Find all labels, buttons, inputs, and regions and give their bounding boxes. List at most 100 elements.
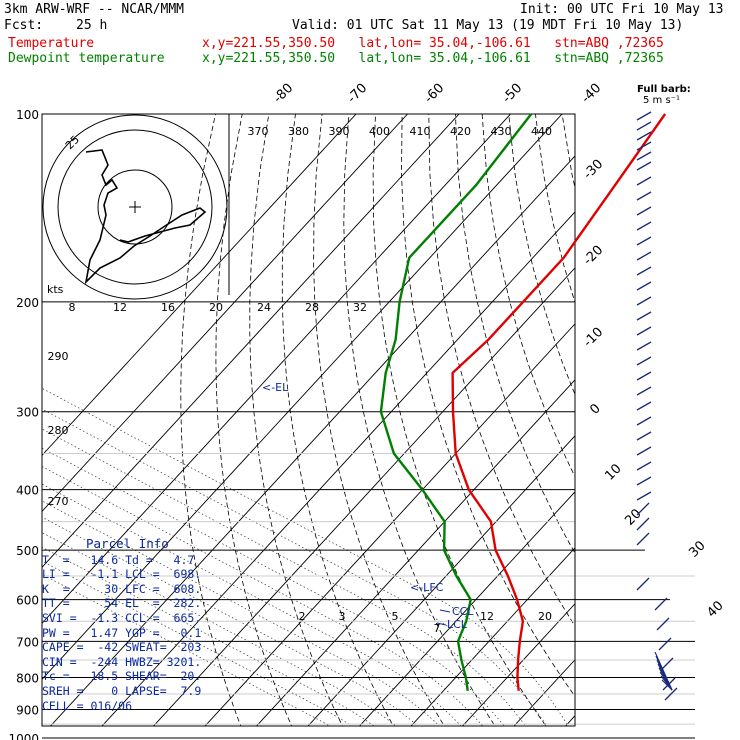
ccl-annotation: CCL: [452, 605, 474, 618]
theta-label: 380: [288, 125, 309, 138]
theta-label: 400: [369, 125, 390, 138]
parcel-info-row: SVI = -1.3 CCL = 665.: [42, 610, 202, 625]
dry-adiabat: [561, 114, 575, 190]
temperature-profile: [451, 113, 667, 691]
isotherm-line: [42, 114, 408, 513]
isotherm-label: -80: [271, 81, 297, 107]
isotherm-line: [461, 603, 575, 726]
wind-barb: [660, 657, 674, 671]
wind-barb: [636, 151, 652, 161]
lcl-annotation: LCL: [447, 618, 468, 631]
theta-label: 370: [248, 125, 269, 138]
wind-barb: [636, 446, 652, 456]
wind-barb: [636, 416, 652, 426]
isotherm-label: 40: [704, 598, 726, 620]
wind-barb: [654, 597, 668, 611]
hodograph-speed-label: 12: [113, 301, 127, 314]
wind-barb: [636, 191, 652, 201]
parcel-info-row: K = 30 LFC = 608.: [42, 581, 202, 596]
dry-adiabat: [535, 114, 575, 304]
lcl-marker: [436, 622, 447, 626]
isotherm-line: [594, 114, 740, 740]
wind-barb: [636, 476, 652, 486]
mixing-ratio-label: 20: [538, 610, 552, 623]
wind-barb: [636, 281, 652, 291]
dry-adiabat: [428, 114, 575, 627]
isotherm-label: -40: [579, 81, 605, 107]
wind-barb: [636, 356, 652, 366]
isotherm-line: [42, 114, 460, 569]
wind-barb: [636, 431, 652, 441]
ccl-marker: [439, 609, 451, 613]
wind-barb: [636, 236, 652, 246]
forecast-hours: 25 h: [76, 18, 108, 33]
hodograph-ring: [42, 114, 228, 300]
mixing-ratio-label: 7: [434, 622, 441, 635]
dry-adiabat: [281, 114, 394, 726]
hodograph-ring: [97, 169, 173, 245]
wind-barb: [636, 491, 652, 501]
pressure-tick-label: 1000: [8, 732, 39, 740]
wind-barb: [636, 121, 652, 131]
wind-barb: [636, 266, 652, 276]
forecast-label: Fcst:: [4, 18, 44, 33]
parcel-info-row: TT = 54 EL = 282.: [42, 596, 202, 611]
dry-adiabat: [642, 114, 740, 740]
pressure-tick-label: 700: [16, 635, 39, 649]
wind-barb: [636, 461, 652, 471]
wind-barb: [636, 577, 650, 591]
isotherm-label: -20: [581, 243, 607, 269]
wind-barb: [636, 502, 650, 516]
wind-barb: [636, 311, 652, 321]
pressure-tick-label: 800: [16, 672, 39, 686]
dry-adiabat: [180, 114, 242, 726]
wind-barb: [636, 532, 650, 546]
parcel-info-row: PW = 1.47 YGP = 0.1: [42, 625, 202, 640]
temperature-legend: Temperature: [8, 36, 95, 51]
isotherm-line: [101, 211, 575, 726]
wind-barb: [636, 111, 652, 121]
wind-barb: [636, 141, 652, 151]
isotherm-line: [42, 114, 357, 457]
dewpoint-legend: Dewpoint temperature: [8, 51, 165, 66]
theta-label: 430: [491, 125, 512, 138]
parcel-info-panel: Parcel Info T = 14.6 Td = 4.7 LI = -1.1 L…: [42, 536, 244, 727]
lfc-annotation: <-LFC: [410, 581, 444, 594]
parcel-info-row: LI = -1.1 LCL = 698.: [42, 567, 202, 582]
pressure-tick-label: 600: [16, 594, 39, 608]
wind-barb: [636, 161, 652, 171]
wind-barb: [636, 326, 652, 336]
temperature-location: x,y=221.55,350.50 lat,lon= 35.04,-106.61…: [202, 36, 664, 51]
dewpoint-profile: [379, 113, 533, 691]
isotherm-label: -50: [500, 81, 526, 107]
wind-barb: [636, 206, 652, 216]
hodograph-speed-label: 16: [161, 301, 175, 314]
pressure-tick-label: 300: [16, 406, 39, 420]
parcel-info-row: T = 14.6 Td = 4.7: [42, 552, 195, 567]
hodograph-units-label: kts: [47, 283, 64, 296]
wind-barb: [656, 617, 670, 631]
parcel-info-row: SREH = 0 LAPSE= 7.9: [42, 683, 202, 698]
theta-label: 420: [450, 125, 471, 138]
isotherm-label: -10: [581, 325, 607, 351]
dry-adiabat: [401, 114, 575, 698]
lower-theta-label: 290: [48, 350, 69, 363]
hodograph-speed-label: 20: [209, 301, 223, 314]
pressure-tick-label: 900: [16, 703, 39, 717]
hodograph-speed-label: 32: [353, 301, 367, 314]
isotherm-line: [42, 114, 511, 624]
isotherm-label: 30: [686, 538, 708, 560]
isotherm-line: [358, 491, 575, 726]
lower-theta-label: 270: [48, 495, 69, 508]
barb-legend-title: Full barb:: [637, 84, 691, 95]
wind-barb: [636, 296, 652, 306]
theta-label: 440: [531, 125, 552, 138]
wind-barb: [636, 251, 652, 261]
wind-barb: [661, 679, 673, 691]
hodograph-ring-label: 25: [63, 133, 82, 152]
valid-time: Valid: 01 UTC Sat 11 May 13 (19 MDT Fri …: [292, 18, 684, 33]
parcel-info-row: CAPE = -42 SWEAT= 203: [42, 640, 202, 655]
isotherm-label: -30: [581, 157, 607, 183]
wind-barb: [636, 386, 652, 396]
mixing-ratio-label: 5: [392, 610, 399, 623]
